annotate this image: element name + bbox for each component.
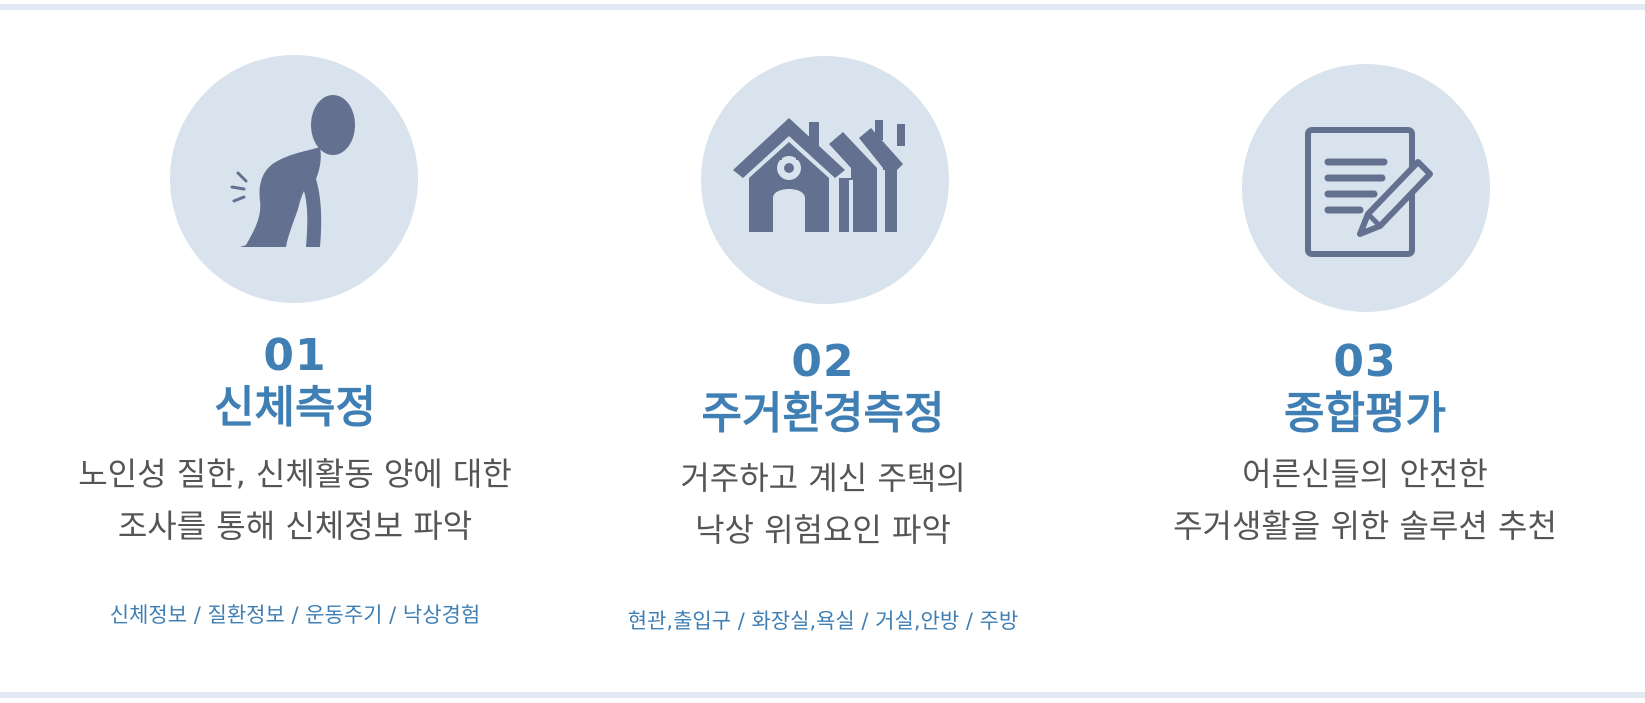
step-3: 03 종합평가 어른신들의 안전한 주거생활을 위한 솔루션 추천: [1085, 0, 1645, 703]
step-2-title: 주거환경측정: [701, 388, 945, 439]
bottom-divider: [0, 692, 1645, 698]
top-divider: [0, 4, 1645, 10]
step-3-number: 03: [1333, 336, 1397, 387]
step-1-desc-line-1: 노인성 질한, 신체활동 양에 대한: [78, 455, 512, 493]
step-2-desc-line-2: 낙상 위험요인 파악: [695, 511, 951, 549]
step-2-icon-circle: [701, 56, 949, 304]
step-1-desc-line-2: 조사를 통해 신체정보 파악: [117, 507, 473, 545]
step-2-tags: 현관,출입구 / 화장실,욕실 / 거실,안방 / 주방: [627, 609, 1019, 633]
step-1-title: 신체측정: [214, 382, 376, 433]
houses-icon: [733, 118, 905, 232]
back-pain-person-icon: [230, 95, 355, 247]
step-3-title: 종합평가: [1284, 388, 1446, 439]
step-1-number: 01: [263, 330, 327, 381]
step-2-number: 02: [791, 336, 855, 387]
step-3-desc-line-2: 주거생활을 위한 솔루션 추천: [1173, 507, 1557, 545]
step-1: 01 신체측정 노인성 질한, 신체활동 양에 대한 조사를 통해 신체정보 파…: [15, 0, 575, 703]
document-pencil-icon: [1305, 127, 1433, 257]
step-2-desc-line-1: 거주하고 계신 주택의: [680, 459, 966, 497]
step-3-desc-line-1: 어른신들의 안전한: [1242, 455, 1488, 493]
step-3-icon-circle: [1242, 64, 1490, 312]
step-1-tags: 신체정보 / 질환정보 / 운동주기 / 낙상경험: [109, 603, 481, 627]
step-2: 02 주거환경측정 거주하고 계신 주택의 낙상 위험요인 파악 현관,출입구 …: [543, 0, 1103, 703]
step-1-icon-circle: [170, 55, 418, 303]
